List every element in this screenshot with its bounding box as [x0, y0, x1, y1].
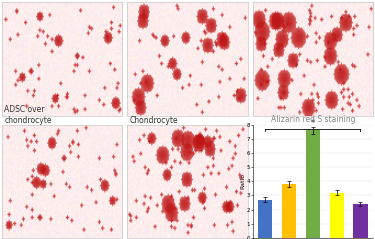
Y-axis label: Ratio: Ratio [240, 173, 245, 189]
Text: ADSC: ADSC [4, 0, 26, 2]
Bar [353, 204, 368, 238]
Text: Co-culture: Co-culture [255, 0, 295, 2]
Text: ADSC over
chondrocyte: ADSC over chondrocyte [4, 105, 52, 125]
Text: Chondrocyte
over ADSC: Chondrocyte over ADSC [130, 0, 178, 2]
Text: Chondrocyte: Chondrocyte [130, 115, 178, 125]
Bar [282, 184, 296, 238]
Title: Alizarin red S staining: Alizarin red S staining [271, 115, 355, 124]
Bar [330, 193, 344, 238]
Bar [258, 200, 272, 238]
Bar [306, 130, 320, 238]
Text: *: * [311, 119, 315, 128]
